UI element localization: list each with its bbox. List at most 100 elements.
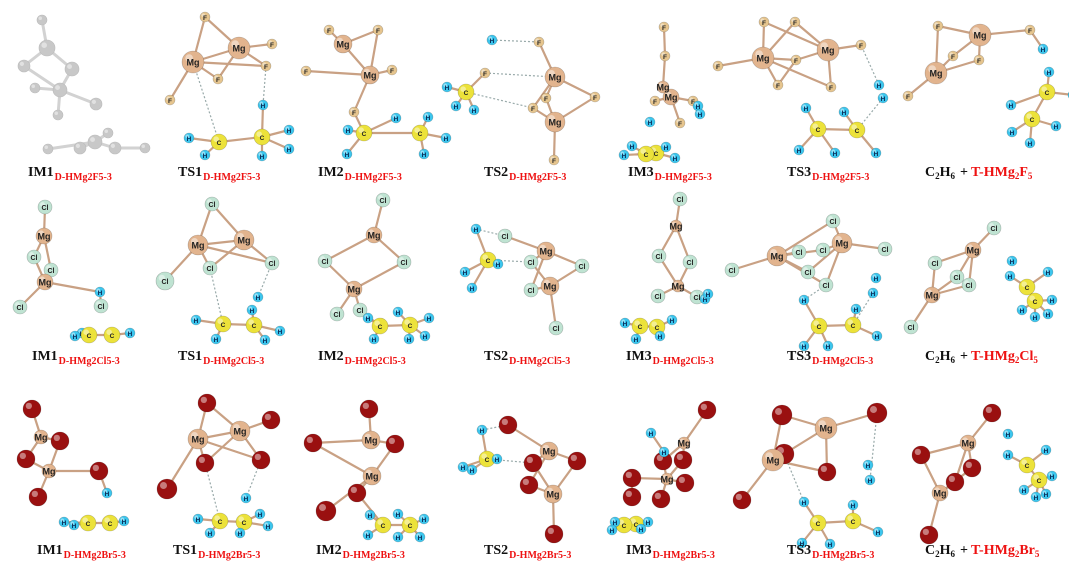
- atom-label: H: [800, 541, 805, 548]
- ghost-atom: [38, 39, 56, 57]
- cl-atom: [825, 213, 841, 229]
- atom-highlight: [103, 489, 107, 493]
- ghost-atom: [87, 134, 103, 150]
- atom-highlight: [267, 258, 272, 263]
- f-atom: [658, 21, 670, 33]
- atom-highlight: [494, 260, 498, 264]
- atom-highlight: [1044, 310, 1048, 314]
- h-atom: [1024, 137, 1036, 149]
- h-atom: [476, 424, 488, 436]
- atom-highlight: [25, 402, 32, 409]
- atom-highlight: [442, 134, 446, 138]
- br-atom: [50, 431, 70, 451]
- c-atom: [1026, 292, 1044, 310]
- caption-label: TS1: [173, 543, 198, 558]
- atom-highlight: [350, 108, 354, 112]
- atom-highlight: [770, 249, 777, 256]
- atom-highlight: [869, 289, 873, 293]
- bond: [352, 260, 406, 291]
- bond: [46, 140, 97, 151]
- h-atom: [630, 333, 642, 345]
- atom-highlight: [548, 115, 555, 122]
- cl-atom: [927, 255, 943, 271]
- atom-label: Cl: [820, 248, 827, 255]
- atom-label: H: [630, 144, 635, 151]
- atom-highlight: [461, 268, 465, 272]
- c-atom: [1023, 110, 1041, 128]
- atom-label: Cl: [655, 294, 662, 301]
- formula-subscript: 6: [950, 171, 956, 181]
- f-atom: [902, 90, 914, 102]
- br-atom: [498, 415, 518, 435]
- atom-highlight: [493, 455, 497, 459]
- atom-highlight: [879, 94, 883, 98]
- atom-label: H: [470, 468, 475, 475]
- mg-atom: [187, 428, 209, 450]
- caption-label: IM1: [28, 165, 54, 180]
- atom-label: C: [1025, 463, 1030, 470]
- c-atom: [374, 516, 392, 534]
- atom-highlight: [671, 154, 675, 158]
- cl-atom: [574, 258, 590, 274]
- f-atom: [540, 92, 552, 104]
- c-atom: [355, 124, 373, 142]
- atom-label: Cl: [882, 247, 889, 254]
- mg-atom: [766, 245, 788, 267]
- c-atom: [1030, 471, 1048, 489]
- br-atom: [962, 458, 982, 478]
- atom-label: Cl: [932, 261, 939, 268]
- atom-label: F: [936, 24, 940, 31]
- h-atom: [850, 303, 862, 315]
- cl-atom: [961, 277, 977, 293]
- h-atom: [403, 333, 415, 345]
- caption-label: TS3: [787, 165, 812, 180]
- atom-label: F: [264, 64, 268, 71]
- mg-atom: [540, 276, 560, 296]
- atom-highlight: [285, 145, 289, 149]
- atom-label: Mg: [39, 278, 52, 288]
- f-atom: [947, 50, 959, 62]
- mg-atom: [816, 38, 840, 62]
- atom-highlight: [399, 257, 404, 262]
- structure-caption: TS1D-HMg2F5-3: [178, 165, 260, 183]
- h-atom: [199, 149, 211, 161]
- f-atom: [533, 36, 545, 48]
- atom-label: H: [610, 528, 615, 535]
- h-atom: [800, 102, 812, 114]
- f-atom: [164, 94, 176, 106]
- atom-highlight: [394, 308, 398, 312]
- f-atom: [323, 24, 335, 36]
- cl-atom: [37, 199, 53, 215]
- h-atom: [390, 112, 402, 124]
- atom-label: Mg: [820, 424, 833, 434]
- formula-h: H: [939, 165, 951, 180]
- atom-label: H: [703, 297, 708, 304]
- weak-interaction: [209, 267, 224, 325]
- h-atom: [618, 149, 630, 161]
- formula-subscript: 5: [1034, 549, 1040, 559]
- atom-label: Mg: [366, 472, 379, 482]
- atom-label: Mg: [192, 435, 205, 445]
- mg-atom: [968, 23, 992, 47]
- atom-label: H: [696, 104, 701, 111]
- atom-highlight: [926, 289, 932, 296]
- atom-label: F: [327, 28, 331, 35]
- atom-highlight: [481, 69, 485, 73]
- caption-subscript: D-HMg2F5-3: [654, 172, 712, 183]
- atom-label: Mg: [934, 489, 947, 499]
- ghost-atom: [29, 82, 41, 94]
- atom-highlight: [388, 66, 392, 70]
- h-atom: [252, 291, 264, 303]
- cl-atom: [815, 242, 831, 258]
- atom-label: F: [663, 54, 667, 61]
- atom-label: H: [646, 520, 651, 527]
- atom-label: Mg: [771, 252, 784, 262]
- h-atom: [124, 327, 136, 339]
- h-atom: [1037, 43, 1049, 55]
- mg-atom: [677, 436, 691, 450]
- atom-label: Cl: [380, 198, 387, 205]
- structure-caption: IM1D-HMg2Br5-3: [37, 543, 126, 561]
- atom-highlight: [364, 531, 368, 535]
- h-atom: [1029, 311, 1041, 323]
- c-atom: [101, 514, 119, 532]
